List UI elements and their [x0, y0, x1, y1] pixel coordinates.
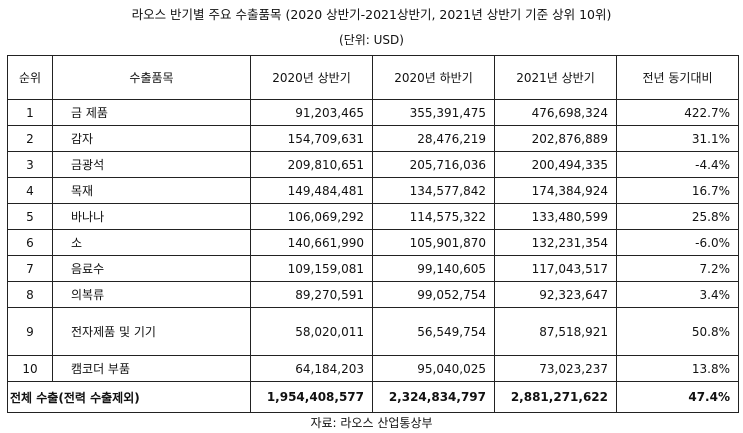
row-h1-2021: 87,518,921	[495, 308, 617, 356]
row-h2-2020: 114,575,322	[373, 204, 495, 230]
row-yoy: 13.8%	[617, 356, 739, 382]
row-h1-2021: 202,876,889	[495, 126, 617, 152]
row-yoy: -6.0%	[617, 230, 739, 256]
table-row: 9 전자제품 및 기기 58,020,011 56,549,754 87,518,921…	[8, 308, 739, 356]
row-h1-2020: 89,270,591	[251, 282, 373, 308]
row-item: 캠코더 부품	[53, 356, 251, 382]
row-h1-2020: 106,069,292	[251, 204, 373, 230]
row-yoy: 3.4%	[617, 282, 739, 308]
row-yoy: 50.8%	[617, 308, 739, 356]
header-rank: 순위	[8, 56, 53, 100]
row-h1-2021: 117,043,517	[495, 256, 617, 282]
unit-label: (단위: USD)	[0, 31, 743, 48]
table-row: 2 감자 154,709,631 28,476,219 202,876,889 31.1%	[8, 126, 739, 152]
row-h2-2020: 56,549,754	[373, 308, 495, 356]
row-h1-2020: 209,810,651	[251, 152, 373, 178]
row-item: 음료수	[53, 256, 251, 282]
row-item: 금광석	[53, 152, 251, 178]
total-h1-2020: 1,954,408,577	[251, 382, 373, 413]
row-yoy: 31.1%	[617, 126, 739, 152]
row-item: 전자제품 및 기기	[53, 308, 251, 356]
row-yoy: 7.2%	[617, 256, 739, 282]
row-rank: 4	[8, 178, 53, 204]
source-note: 자료: 라오스 산업통상부	[0, 414, 743, 431]
row-item: 목재	[53, 178, 251, 204]
table-row: 7 음료수 109,159,081 99,140,605 117,043,517 7.2%	[8, 256, 739, 282]
table-row: 4 목재 149,484,481 134,577,842 174,384,924 16.7…	[8, 178, 739, 204]
row-h2-2020: 355,391,475	[373, 100, 495, 126]
row-h1-2020: 58,020,011	[251, 308, 373, 356]
row-h1-2021: 92,323,647	[495, 282, 617, 308]
row-h1-2021: 73,023,237	[495, 356, 617, 382]
row-rank: 10	[8, 356, 53, 382]
table-row: 10 캠코더 부품 64,184,203 95,040,025 73,023,237 13…	[8, 356, 739, 382]
table-row: 5 바나나 106,069,292 114,575,322 133,480,599 25.…	[8, 204, 739, 230]
total-row: 전체 수출(전력 수출제외) 1,954,408,577 2,324,834,7…	[8, 382, 739, 413]
row-yoy: 422.7%	[617, 100, 739, 126]
row-item: 금 제품	[53, 100, 251, 126]
row-rank: 6	[8, 230, 53, 256]
row-yoy: -4.4%	[617, 152, 739, 178]
row-h2-2020: 99,140,605	[373, 256, 495, 282]
row-h1-2021: 174,384,924	[495, 178, 617, 204]
total-yoy: 47.4%	[617, 382, 739, 413]
table-row: 3 금광석 209,810,651 205,716,036 200,494,335 -4.…	[8, 152, 739, 178]
row-item: 감자	[53, 126, 251, 152]
row-h2-2020: 95,040,025	[373, 356, 495, 382]
header-h1-2021: 2021년 상반기	[495, 56, 617, 100]
row-rank: 9	[8, 308, 53, 356]
total-h1-2021: 2,881,271,622	[495, 382, 617, 413]
header-item: 수출품목	[53, 56, 251, 100]
header-yoy: 전년 동기대비	[617, 56, 739, 100]
row-rank: 7	[8, 256, 53, 282]
row-item: 바나나	[53, 204, 251, 230]
row-h1-2020: 149,484,481	[251, 178, 373, 204]
export-table: 순위 수출품목 2020년 상반기 2020년 하반기 2021년 상반기 전년…	[7, 55, 739, 413]
row-item: 의복류	[53, 282, 251, 308]
row-h1-2020: 91,203,465	[251, 100, 373, 126]
row-h1-2021: 476,698,324	[495, 100, 617, 126]
table-row: 6 소 140,661,990 105,901,870 132,231,354 -6.0%	[8, 230, 739, 256]
row-yoy: 25.8%	[617, 204, 739, 230]
row-h1-2020: 154,709,631	[251, 126, 373, 152]
row-rank: 8	[8, 282, 53, 308]
row-item: 소	[53, 230, 251, 256]
row-h2-2020: 99,052,754	[373, 282, 495, 308]
row-rank: 2	[8, 126, 53, 152]
row-h1-2021: 132,231,354	[495, 230, 617, 256]
total-label: 전체 수출(전력 수출제외)	[8, 382, 251, 413]
row-h1-2021: 133,480,599	[495, 204, 617, 230]
table-row: 8 의복류 89,270,591 99,052,754 92,323,647 3.4%	[8, 282, 739, 308]
row-h1-2020: 64,184,203	[251, 356, 373, 382]
row-rank: 3	[8, 152, 53, 178]
row-h1-2020: 140,661,990	[251, 230, 373, 256]
row-rank: 5	[8, 204, 53, 230]
row-rank: 1	[8, 100, 53, 126]
table-title: 라오스 반기별 주요 수출품목 (2020 상반기-2021상반기, 2021년…	[0, 4, 743, 23]
row-h2-2020: 105,901,870	[373, 230, 495, 256]
header-h1-2020: 2020년 상반기	[251, 56, 373, 100]
header-row: 순위 수출품목 2020년 상반기 2020년 하반기 2021년 상반기 전년…	[8, 56, 739, 100]
row-h2-2020: 205,716,036	[373, 152, 495, 178]
row-h2-2020: 134,577,842	[373, 178, 495, 204]
row-h1-2021: 200,494,335	[495, 152, 617, 178]
row-h2-2020: 28,476,219	[373, 126, 495, 152]
header-h2-2020: 2020년 하반기	[373, 56, 495, 100]
row-h1-2020: 109,159,081	[251, 256, 373, 282]
total-h2-2020: 2,324,834,797	[373, 382, 495, 413]
row-yoy: 16.7%	[617, 178, 739, 204]
